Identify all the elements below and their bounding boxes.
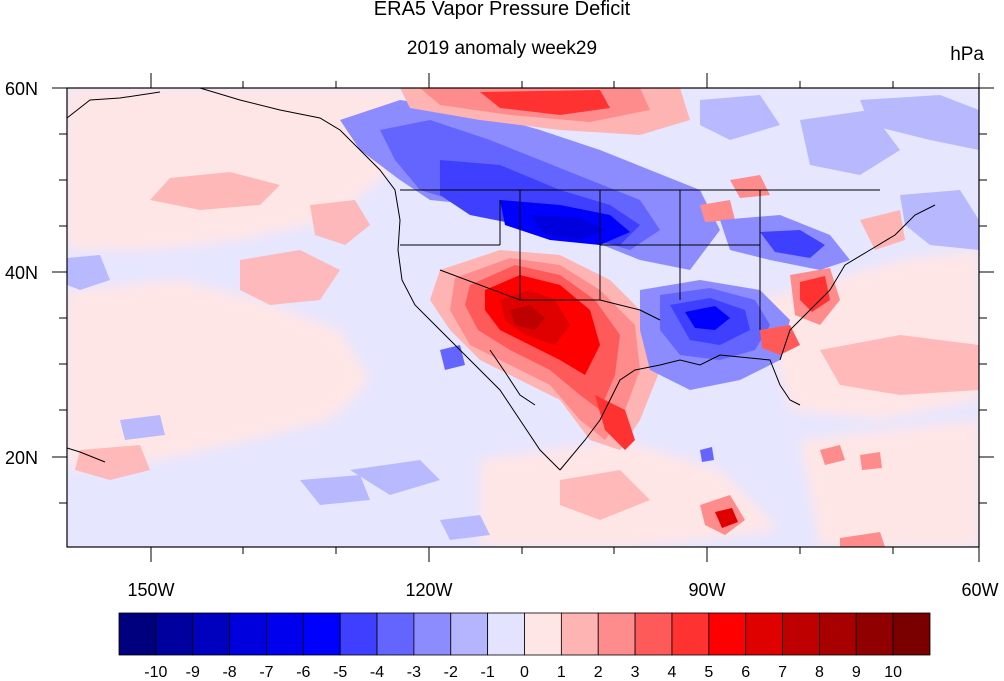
colorbar-label: 8 bbox=[815, 664, 824, 681]
colorbar-label: 10 bbox=[884, 664, 902, 681]
lat-label-20n: 20N bbox=[5, 448, 38, 468]
lat-label-40n: 40N bbox=[5, 263, 38, 283]
colorbar-label: 2 bbox=[594, 664, 603, 681]
colorbar-label: 4 bbox=[668, 664, 677, 681]
colorbar-swatch bbox=[634, 612, 673, 656]
colorbar-swatch bbox=[118, 612, 157, 656]
lat-label-60n: 60N bbox=[5, 79, 38, 99]
lon-label-120w: 120W bbox=[405, 580, 452, 600]
anomaly-field bbox=[67, 88, 979, 547]
colorbar-label: -9 bbox=[186, 664, 200, 681]
colorbar-swatch bbox=[892, 612, 931, 656]
colorbar-label: -1 bbox=[481, 664, 495, 681]
lat-ticks bbox=[52, 87, 994, 504]
colorbar-swatch bbox=[339, 612, 378, 656]
units-label: hPa bbox=[950, 44, 984, 65]
colorbar-swatch bbox=[266, 612, 304, 656]
colorbar-label: -6 bbox=[296, 664, 310, 681]
colorbar-label: 5 bbox=[704, 664, 713, 681]
lon-ticks bbox=[150, 73, 980, 562]
colorbar-label: -10 bbox=[144, 664, 167, 681]
colorbar-swatch bbox=[524, 612, 562, 656]
colorbar-swatch bbox=[855, 612, 894, 656]
colorbar-swatch bbox=[376, 612, 415, 656]
colorbar-label: 0 bbox=[520, 664, 529, 681]
lon-label-60w: 60W bbox=[961, 580, 998, 600]
colorbar: -10 -9 -8 -7 -6 -5 -4 -3 -2 -1 0 1 2 3 4 5 6 7 8 9 10 bbox=[118, 612, 931, 681]
colorbar-swatch bbox=[560, 612, 599, 656]
colorbar-label: 7 bbox=[778, 664, 787, 681]
colorbar-swatch bbox=[745, 612, 783, 656]
colorbar-swatch bbox=[229, 612, 267, 656]
colorbar-swatch bbox=[671, 612, 710, 656]
colorbar-label: -4 bbox=[370, 664, 384, 681]
lon-label-90w: 90W bbox=[688, 580, 725, 600]
colorbar-label: -7 bbox=[259, 664, 273, 681]
colorbar-label: -3 bbox=[407, 664, 421, 681]
colorbar-swatch bbox=[450, 612, 489, 656]
colorbar-swatch bbox=[708, 612, 747, 656]
colorbar-swatch bbox=[192, 612, 230, 656]
lon-label-150w: 150W bbox=[127, 580, 174, 600]
colorbar-swatch bbox=[487, 612, 525, 656]
colorbar-swatch bbox=[819, 612, 857, 656]
colorbar-label: -8 bbox=[222, 664, 236, 681]
colorbar-label: -2 bbox=[444, 664, 458, 681]
colorbar-label: 6 bbox=[741, 664, 750, 681]
chart-subtitle: 2019 anomaly week29 bbox=[406, 38, 598, 59]
colorbar-label: -5 bbox=[333, 664, 347, 681]
colorbar-swatch bbox=[155, 612, 194, 656]
colorbar-label: 9 bbox=[852, 664, 861, 681]
colorbar-label: 3 bbox=[631, 664, 640, 681]
chart-title: ERA5 Vapor Pressure Deficit bbox=[373, 0, 631, 20]
colorbar-swatch bbox=[413, 612, 452, 656]
colorbar-swatch bbox=[302, 612, 341, 656]
colorbar-swatch bbox=[782, 612, 820, 656]
colorbar-swatch bbox=[597, 612, 636, 656]
colorbar-label: 1 bbox=[557, 664, 566, 681]
